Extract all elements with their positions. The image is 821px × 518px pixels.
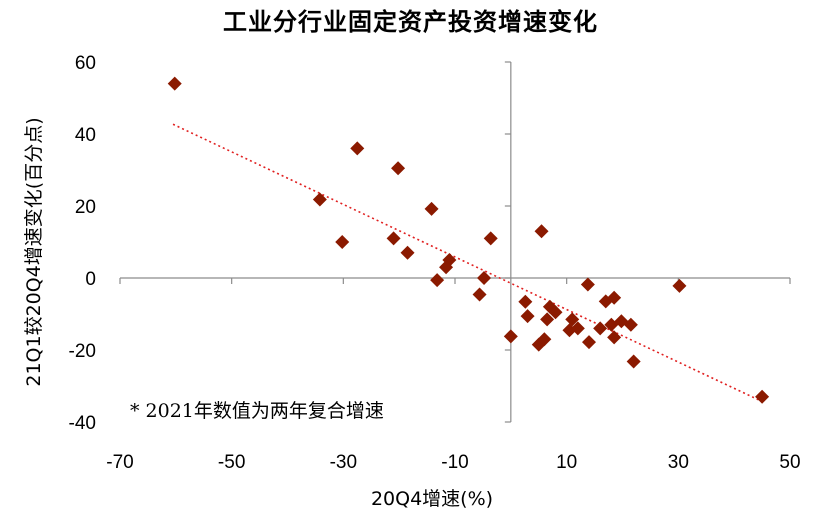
data-point <box>565 312 580 327</box>
data-point <box>672 278 687 293</box>
data-point <box>570 321 585 336</box>
data-point <box>483 231 498 246</box>
points-layer <box>167 76 770 404</box>
data-point <box>386 231 401 246</box>
data-point <box>548 305 563 320</box>
data-point <box>580 277 595 292</box>
data-point <box>167 76 182 91</box>
data-point <box>520 309 535 324</box>
data-point <box>537 332 552 347</box>
data-point <box>607 330 622 345</box>
x-tick-label: -10 <box>441 452 468 473</box>
y-tick-label: 20 <box>75 197 96 218</box>
x-tick-label: -70 <box>106 452 133 473</box>
x-tick-label: 10 <box>556 452 577 473</box>
data-point <box>626 354 641 369</box>
y-tick-label: 60 <box>75 53 96 74</box>
data-point <box>430 273 445 288</box>
data-point <box>391 161 406 176</box>
y-tick-label: -20 <box>69 341 96 362</box>
trendline <box>172 123 763 403</box>
data-point <box>439 260 454 275</box>
data-point <box>477 271 492 285</box>
data-point <box>755 389 770 404</box>
data-point <box>424 201 439 216</box>
data-point <box>503 329 518 344</box>
data-point <box>623 317 638 332</box>
y-axis-title: 21Q1较20Q4增速变化(百分点) <box>23 117 45 386</box>
data-point <box>582 335 596 350</box>
y-tick-label: 40 <box>75 125 96 146</box>
data-point <box>607 290 622 305</box>
y-tick-labels: 60 40 20 0 -20 -40 <box>69 53 96 434</box>
trendline-layer <box>172 123 763 403</box>
y-tick-label: -40 <box>69 413 96 434</box>
data-point <box>540 312 555 327</box>
data-point <box>534 224 549 239</box>
x-tick-label: 50 <box>779 452 800 473</box>
x-tick-label: -50 <box>218 452 245 473</box>
data-point <box>400 245 415 260</box>
data-point <box>335 235 350 249</box>
x-tick-labels: -70 -50 -30 -10 10 30 50 <box>106 452 800 473</box>
data-point <box>472 287 487 302</box>
data-point <box>350 141 365 156</box>
data-point <box>312 192 327 207</box>
axes <box>119 61 791 423</box>
x-tick-label: 30 <box>668 452 689 473</box>
data-point <box>593 321 608 336</box>
x-axis-title: 20Q4增速(%) <box>371 488 493 510</box>
chart-title: 工业分行业固定资产投资增速变化 <box>223 8 598 36</box>
x-tick-label: -30 <box>330 452 357 473</box>
y-tick-label: 0 <box>85 269 96 290</box>
data-point <box>518 294 533 309</box>
footnote: * 2021年数值为两年复合增速 <box>130 400 384 422</box>
